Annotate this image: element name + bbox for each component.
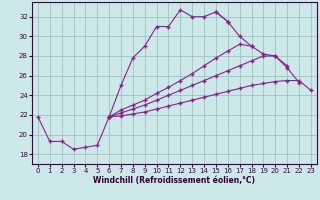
X-axis label: Windchill (Refroidissement éolien,°C): Windchill (Refroidissement éolien,°C): [93, 176, 255, 185]
